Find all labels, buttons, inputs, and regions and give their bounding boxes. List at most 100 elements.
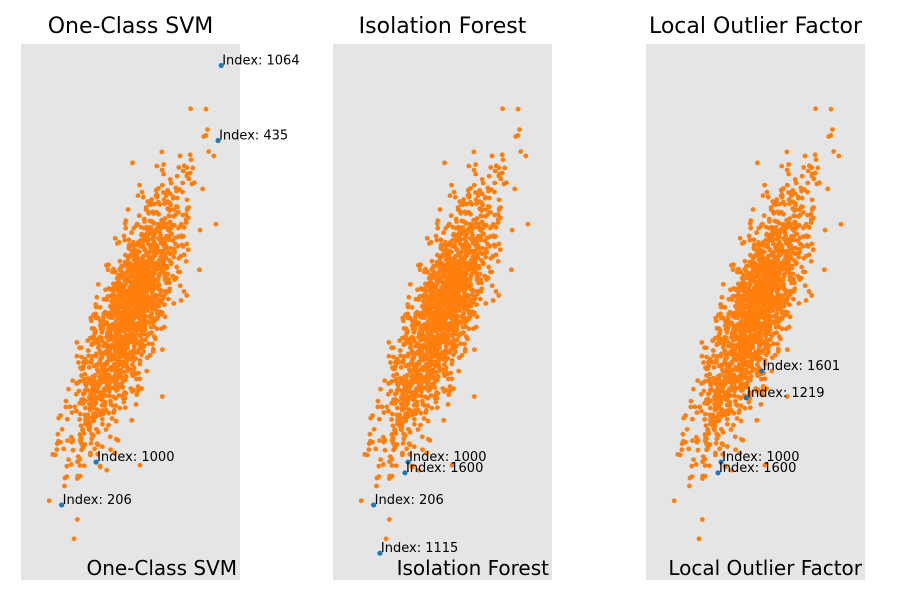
inlier-point — [122, 252, 128, 258]
inlier-point — [415, 262, 421, 268]
inlier-point — [408, 360, 414, 366]
inlier-point — [707, 356, 713, 362]
inlier-point — [122, 391, 128, 397]
outlier-label: Index: 1600 — [406, 461, 483, 476]
inlier-point — [698, 408, 704, 414]
inlier-point — [106, 337, 111, 343]
inlier-point — [766, 276, 772, 282]
inlier-point — [792, 220, 797, 226]
inlier-point — [770, 279, 776, 284]
inlier-point — [750, 345, 755, 351]
inlier-point — [788, 255, 794, 261]
inlier-point — [482, 273, 488, 279]
inlier-point — [714, 341, 720, 347]
inlier-point — [787, 302, 792, 308]
inlier-point — [411, 444, 417, 450]
inlier-point — [155, 186, 161, 191]
inlier-point — [747, 318, 753, 324]
inlier-point — [737, 450, 743, 456]
inlier-point — [134, 376, 139, 382]
inlier-point — [755, 250, 761, 256]
inlier-point — [173, 212, 178, 218]
inlier-point — [444, 262, 450, 268]
inlier-point — [423, 353, 429, 359]
inlier-point — [72, 404, 78, 410]
inlier-point — [774, 330, 779, 336]
inlier-point — [736, 353, 742, 359]
inlier-point — [492, 244, 498, 249]
inlier-point — [787, 216, 793, 221]
inlier-point — [67, 404, 73, 410]
inlier-point — [58, 413, 63, 418]
inlier-point — [75, 380, 81, 386]
inlier-point — [123, 225, 129, 231]
inlier-point — [790, 226, 796, 232]
inlier-point — [443, 320, 448, 325]
inlier-point — [457, 209, 463, 215]
inlier-point — [188, 157, 194, 163]
inlier-point — [424, 450, 430, 456]
inlier-point — [123, 298, 129, 303]
inlier-point — [174, 173, 180, 179]
inlier-point — [152, 231, 158, 236]
inlier-point — [378, 386, 383, 392]
inlier-point — [722, 304, 728, 310]
inlier-point — [802, 223, 808, 229]
outlier-point — [402, 470, 408, 476]
inlier-point — [703, 441, 709, 446]
inlier-point — [158, 311, 164, 317]
inlier-point — [473, 324, 479, 330]
inlier-point — [438, 325, 443, 331]
inlier-point — [416, 359, 422, 365]
inlier-point — [693, 462, 699, 467]
inlier-point — [744, 303, 750, 309]
inlier-point — [502, 165, 508, 171]
inlier-point — [134, 221, 140, 227]
inlier-point — [149, 197, 155, 202]
inlier-point — [416, 467, 422, 473]
inlier-point — [122, 405, 128, 411]
inlier-point — [394, 412, 400, 418]
inlier-point — [440, 386, 446, 391]
inlier-point — [752, 262, 758, 268]
inlier-point — [165, 199, 171, 205]
inlier-point — [147, 352, 153, 358]
inlier-point — [498, 176, 504, 182]
inlier-point — [410, 355, 416, 361]
inlier-point — [757, 262, 763, 268]
inlier-point — [430, 289, 436, 295]
inlier-point — [730, 314, 736, 320]
inlier-point — [691, 386, 696, 392]
inlier-point — [755, 348, 761, 353]
inlier-point — [145, 251, 151, 257]
inlier-point — [779, 163, 785, 169]
inlier-point — [796, 301, 802, 306]
inlier-point — [106, 328, 112, 334]
inlier-point — [405, 311, 410, 317]
inlier-point — [138, 297, 144, 303]
inlier-point — [724, 397, 730, 403]
inlier-point — [170, 273, 176, 279]
inlier-point — [111, 394, 116, 400]
inlier-point — [704, 401, 710, 407]
inlier-point — [145, 199, 151, 204]
inlier-point — [109, 293, 114, 299]
inlier-point — [793, 180, 799, 186]
inlier-point — [382, 447, 388, 453]
inlier-point — [424, 235, 430, 241]
inlier-point — [740, 323, 745, 329]
inlier-point — [130, 250, 136, 256]
inlier-point — [405, 302, 411, 307]
inlier-point — [474, 302, 479, 308]
inlier-point — [73, 408, 79, 414]
inlier-point — [460, 218, 466, 224]
inlier-point — [428, 272, 434, 278]
inlier-point — [458, 341, 463, 347]
inlier-point — [109, 416, 115, 421]
inlier-point — [147, 274, 153, 280]
inlier-point — [486, 264, 492, 270]
inlier-point — [390, 365, 395, 371]
inlier-point — [85, 419, 91, 425]
inlier-point — [792, 177, 798, 182]
